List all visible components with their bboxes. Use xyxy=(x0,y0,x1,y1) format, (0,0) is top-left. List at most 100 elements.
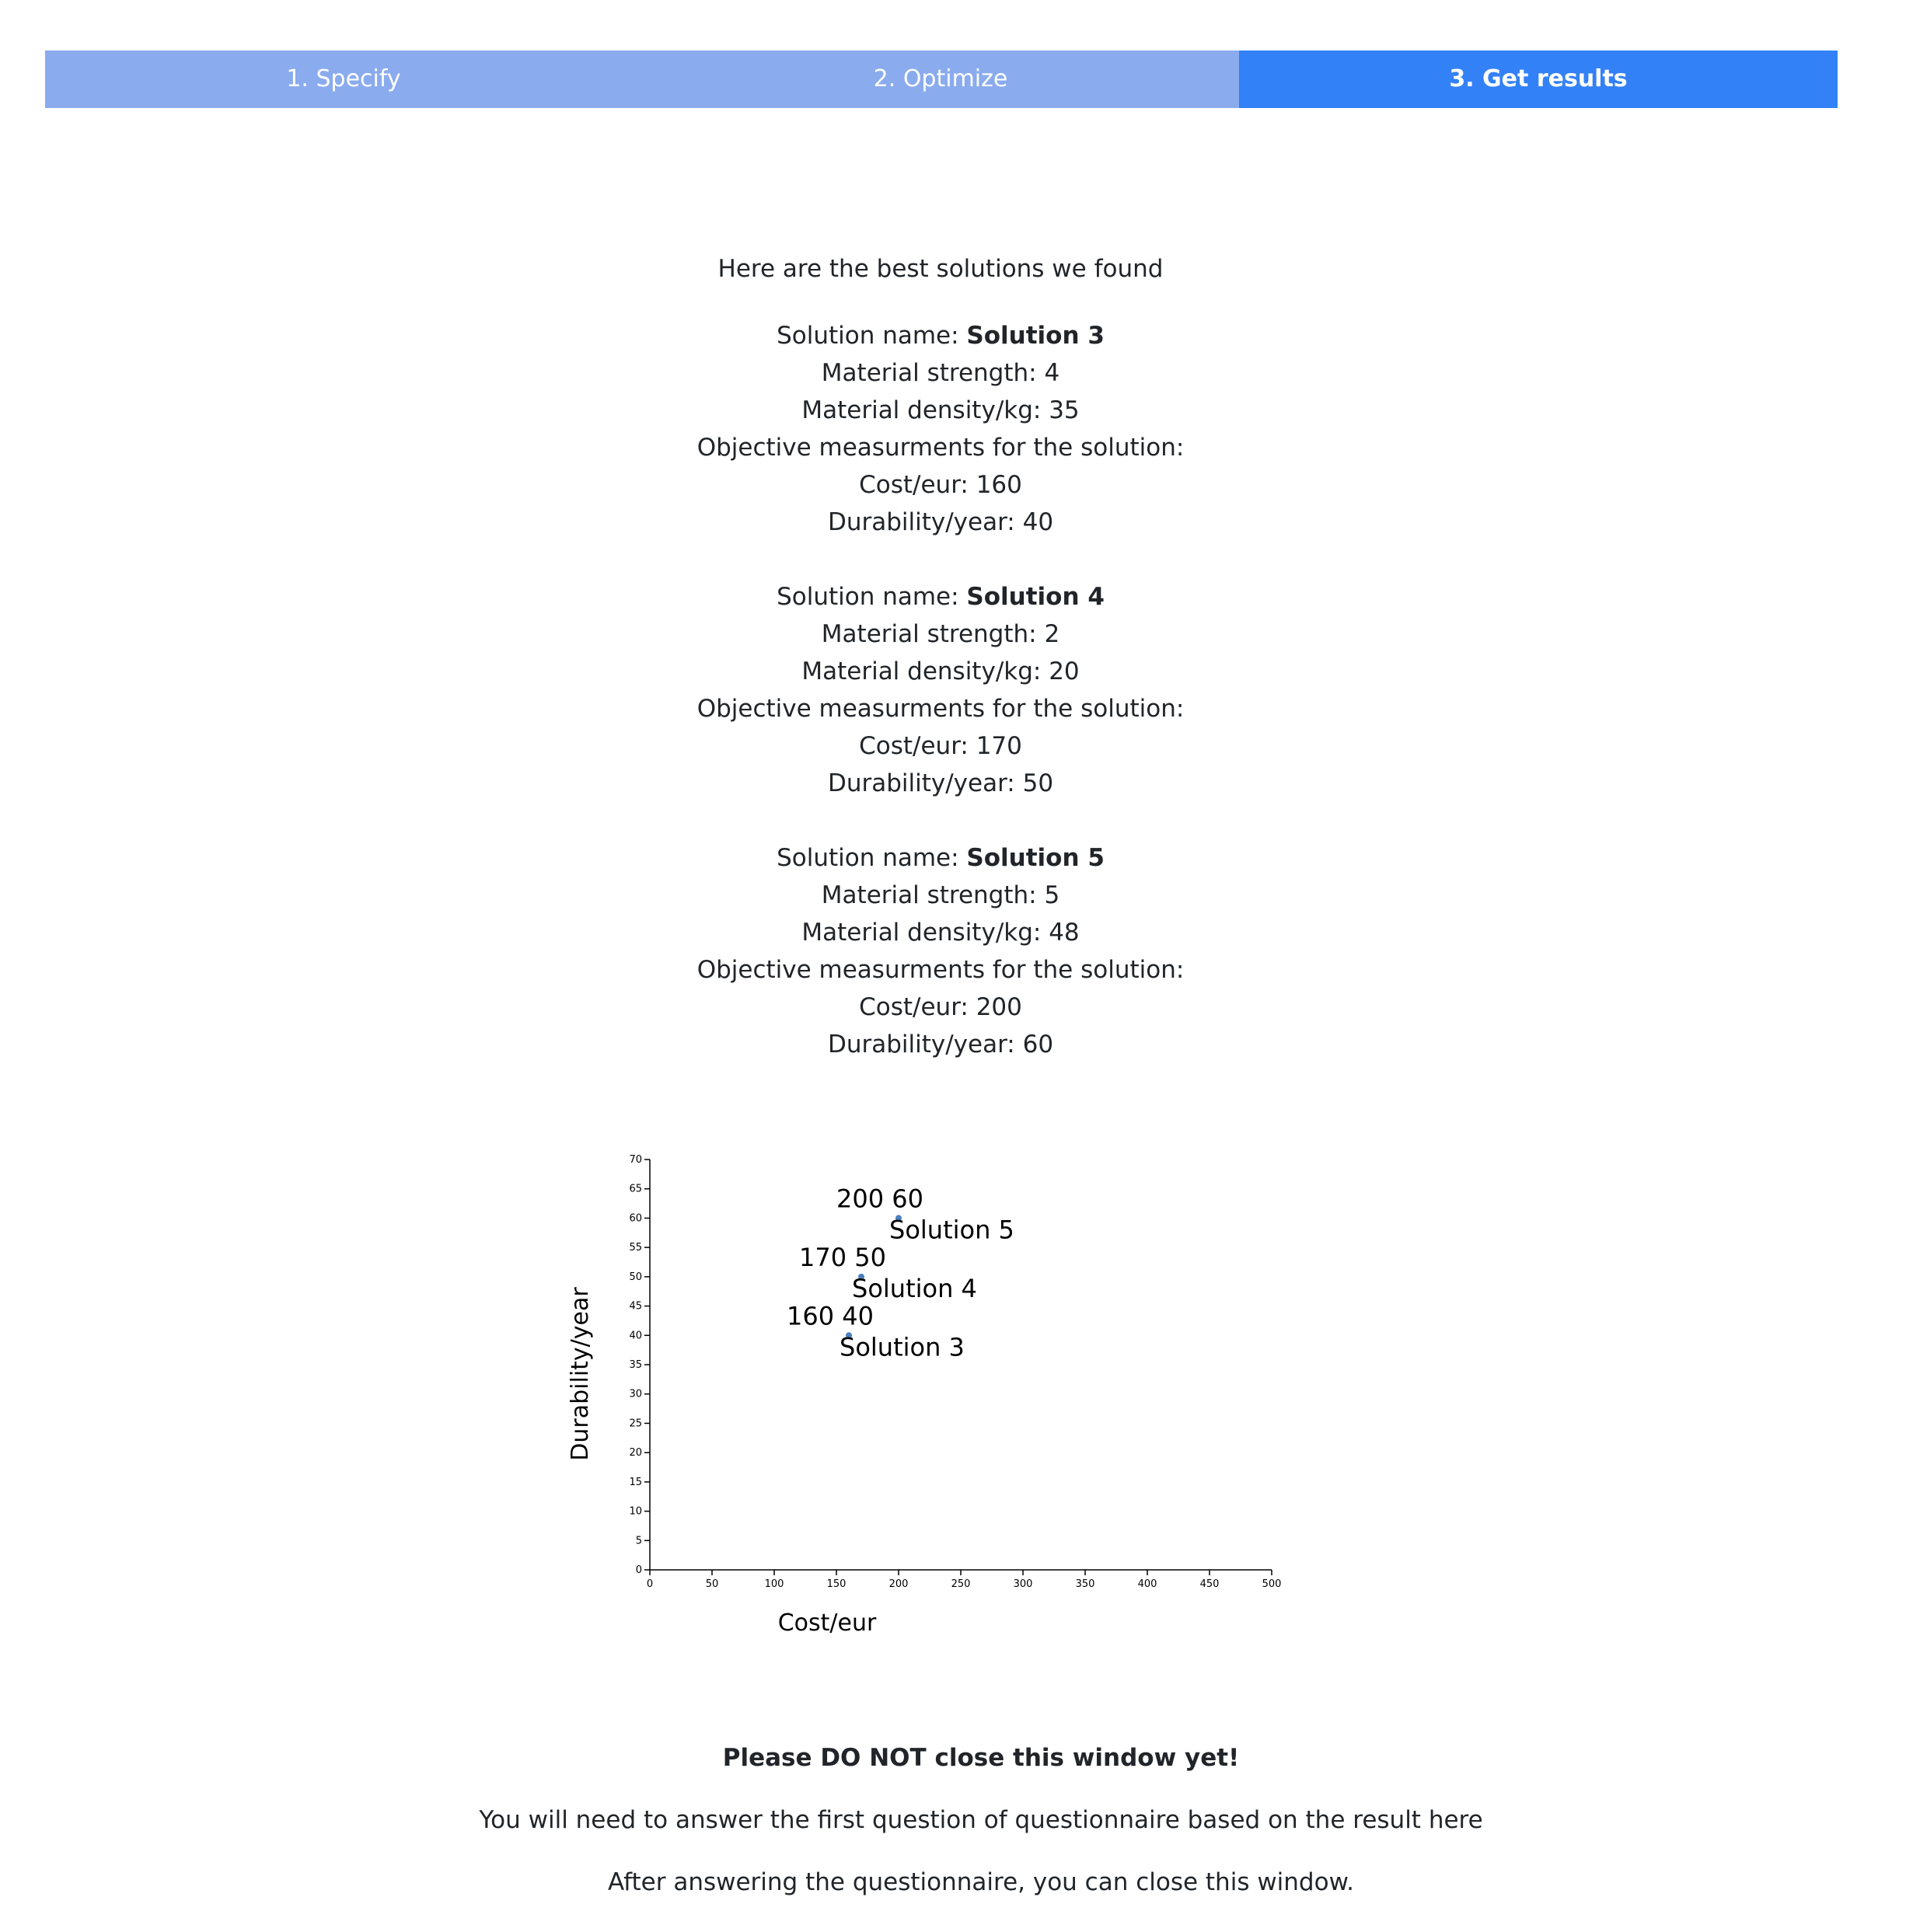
step-get-results[interactable]: 3. Get results xyxy=(1239,51,1838,108)
material-density-line: Material density/kg: 20 xyxy=(0,653,1881,690)
objective-heading-text: Objective measurments for the solution: xyxy=(696,956,1185,984)
solution-name-label: Solution name: xyxy=(777,322,967,350)
solution-name-label: Solution name: xyxy=(777,583,967,611)
y-tick-label: 40 xyxy=(629,1330,642,1341)
results-intro: Here are the best solutions we found xyxy=(717,255,1164,283)
y-tick-label: 35 xyxy=(629,1359,642,1371)
material-strength-label: Material strength: xyxy=(821,359,1045,387)
solution-name-label: Solution name: xyxy=(777,844,967,872)
durability-line: Durability/year: 50 xyxy=(0,765,1881,802)
durability-label: Durability/year: xyxy=(827,1031,1023,1058)
material-density-value: 48 xyxy=(1049,919,1080,947)
material-strength-value: 4 xyxy=(1044,359,1060,387)
solution-name-line: Solution name: Solution 4 xyxy=(0,578,1881,616)
solution-card: Solution name: Solution 3 Material streng… xyxy=(0,317,1881,541)
material-density-line: Material density/kg: 35 xyxy=(0,392,1881,429)
closing-text: After answering the questionnaire, you c… xyxy=(608,1868,1354,1896)
x-axis-label: Cost/eur xyxy=(778,1609,877,1637)
material-strength-value: 2 xyxy=(1044,620,1060,648)
solution-name-line: Solution name: Solution 3 xyxy=(0,317,1881,354)
data-point-value-label: 200 60 xyxy=(836,1184,923,1213)
data-point-value-label: 170 50 xyxy=(799,1243,886,1272)
cost-label: Cost/eur: xyxy=(859,471,976,499)
data-point-name-label: Solution 4 xyxy=(852,1274,977,1303)
y-tick-label: 25 xyxy=(629,1418,642,1429)
y-tick-label: 65 xyxy=(629,1184,642,1195)
y-tick-label: 50 xyxy=(629,1271,642,1283)
solution-name: Solution 3 xyxy=(966,322,1105,350)
x-tick-label: 500 xyxy=(1262,1578,1282,1590)
solution-card: Solution name: Solution 5 Material streng… xyxy=(0,839,1881,1063)
material-strength-label: Material strength: xyxy=(821,620,1045,648)
solution-name: Solution 5 xyxy=(966,844,1105,872)
y-tick-label: 45 xyxy=(629,1301,642,1313)
y-tick-label: 0 xyxy=(636,1564,642,1576)
data-point-value-label: 160 40 xyxy=(787,1301,874,1330)
durability-line: Durability/year: 40 xyxy=(0,504,1881,541)
y-tick-label: 70 xyxy=(629,1154,642,1166)
y-tick-label: 60 xyxy=(629,1212,642,1224)
material-density-value: 35 xyxy=(1049,396,1080,424)
durability-value: 60 xyxy=(1022,1031,1054,1058)
cost-label: Cost/eur: xyxy=(859,732,976,760)
data-point-name-label: Solution 5 xyxy=(889,1215,1014,1244)
y-tick-label: 10 xyxy=(629,1506,642,1518)
cost-line: Cost/eur: 170 xyxy=(0,727,1881,765)
solution-name: Solution 4 xyxy=(966,583,1105,611)
cost-value: 200 xyxy=(976,993,1022,1021)
results-scatter-chart: 0 50 100 150 200 250 300 350 400 450 500 0 5 10 15 20 25… xyxy=(567,1154,1282,1637)
y-tick-label: 55 xyxy=(629,1242,642,1254)
x-tick-label: 150 xyxy=(827,1578,847,1590)
material-density-label: Material density/kg: xyxy=(801,396,1049,424)
cost-value: 170 xyxy=(976,732,1022,760)
x-tick-label: 0 xyxy=(647,1578,653,1590)
instruction-text: You will need to answer the first questi… xyxy=(479,1806,1483,1834)
x-tick-label: 200 xyxy=(889,1578,909,1590)
data-point xyxy=(895,1215,902,1222)
objective-heading: Objective measurments for the solution: xyxy=(0,429,1881,466)
data-point-name-label: Solution 3 xyxy=(840,1332,965,1362)
material-density-value: 20 xyxy=(1049,657,1080,685)
material-density-label: Material density/kg: xyxy=(801,657,1049,685)
warning-text: Please DO NOT close this window yet! xyxy=(722,1744,1240,1772)
objective-heading: Objective measurments for the solution: xyxy=(0,951,1881,989)
progress-stepper: 1. Specify 2. Optimize 3. Get results xyxy=(45,51,1838,108)
y-tick-label: 30 xyxy=(629,1389,642,1400)
y-tick-label: 15 xyxy=(629,1477,642,1488)
objective-heading-text: Objective measurments for the solution: xyxy=(696,434,1185,462)
durability-label: Durability/year: xyxy=(827,508,1023,536)
x-tick-label: 400 xyxy=(1138,1578,1157,1590)
x-tick-label: 50 xyxy=(706,1578,719,1590)
solution-name-line: Solution name: Solution 5 xyxy=(0,839,1881,877)
x-tick-label: 250 xyxy=(951,1578,971,1590)
objective-heading-text: Objective measurments for the solution: xyxy=(696,695,1185,723)
objective-heading: Objective measurments for the solution: xyxy=(0,690,1881,727)
material-strength-value: 5 xyxy=(1044,881,1060,909)
material-strength-label: Material strength: xyxy=(821,881,1045,909)
material-strength-line: Material strength: 2 xyxy=(0,616,1881,653)
cost-value: 160 xyxy=(976,471,1022,499)
durability-value: 40 xyxy=(1022,508,1054,536)
material-density-label: Material density/kg: xyxy=(801,919,1049,947)
cost-label: Cost/eur: xyxy=(859,993,976,1021)
material-density-line: Material density/kg: 48 xyxy=(0,914,1881,951)
cost-line: Cost/eur: 200 xyxy=(0,989,1881,1026)
material-strength-line: Material strength: 4 xyxy=(0,354,1881,392)
material-strength-line: Material strength: 5 xyxy=(0,877,1881,914)
x-tick-label: 350 xyxy=(1076,1578,1095,1590)
y-axis-label: Durability/year xyxy=(567,1287,594,1461)
durability-line: Durability/year: 60 xyxy=(0,1026,1881,1063)
durability-label: Durability/year: xyxy=(827,769,1023,797)
data-point xyxy=(858,1273,864,1280)
x-tick-label: 300 xyxy=(1014,1578,1033,1590)
step-optimize[interactable]: 2. Optimize xyxy=(642,51,1239,108)
x-tick-label: 450 xyxy=(1200,1578,1220,1590)
y-tick-label: 5 xyxy=(636,1535,642,1547)
data-point xyxy=(846,1332,852,1339)
solution-card: Solution name: Solution 4 Material streng… xyxy=(0,578,1881,802)
x-tick-label: 100 xyxy=(765,1578,784,1590)
y-tick-label: 20 xyxy=(629,1447,642,1459)
cost-line: Cost/eur: 160 xyxy=(0,466,1881,504)
durability-value: 50 xyxy=(1022,769,1054,797)
step-specify[interactable]: 1. Specify xyxy=(45,51,642,108)
